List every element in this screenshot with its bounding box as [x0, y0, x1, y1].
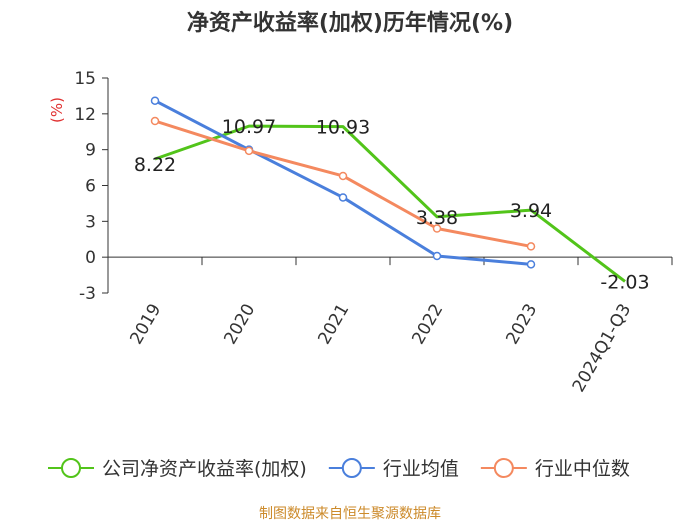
y-axis-unit: (%): [48, 97, 66, 123]
data-labels: 8.22 10.97 10.93 3.38 3.94 -2.03: [134, 116, 650, 293]
legend-label: 行业中位数: [535, 458, 630, 480]
legend-marker: [493, 458, 514, 478]
legend-label: 公司净资产收益率(加权): [102, 458, 307, 480]
legend: 公司净资产收益率(加权) 行业均值 行业中位数: [48, 458, 630, 480]
series-lines: [150, 96, 626, 283]
x-tick-label: 2022: [408, 301, 447, 348]
legend-marker: [341, 458, 362, 478]
series-point: [432, 251, 442, 261]
series-point: [432, 224, 442, 233]
y-tick-label: 12: [74, 105, 96, 125]
series-point: [150, 96, 160, 105]
legend-label: 行业均值: [383, 458, 459, 480]
series-point: [338, 171, 348, 181]
series-point: [526, 260, 536, 269]
data-label: 8.22: [134, 154, 176, 176]
series-line: [154, 119, 532, 248]
y-tick-label: 9: [85, 141, 96, 161]
x-tick-label: 2024Q1-Q3: [569, 301, 636, 396]
y-tick-label: 3: [85, 212, 96, 232]
data-label: 3.38: [416, 207, 458, 229]
source-note: 制图数据来自恒生聚源数据库: [259, 506, 441, 522]
series-point: [244, 146, 254, 156]
legend-marker: [61, 458, 81, 478]
series-point: [338, 193, 348, 202]
y-tick-label: -3: [79, 284, 96, 304]
y-tick-label: 6: [85, 177, 96, 197]
chart-title: 净资产收益率(加权)历年情况(%): [187, 10, 513, 36]
y-tick-label: 15: [74, 69, 96, 89]
series-line: [154, 124, 626, 283]
data-label: 10.93: [316, 117, 370, 139]
y-tick-label: 0: [85, 248, 96, 268]
data-label: 3.94: [510, 200, 552, 222]
x-tick-label: 2020: [220, 301, 259, 348]
data-label: -2.03: [600, 271, 649, 293]
x-tick-label: 2021: [314, 301, 353, 348]
series-point: [150, 116, 160, 126]
series-point: [526, 242, 536, 251]
data-label: 10.97: [222, 116, 276, 138]
axes: -3 0 3 6 9 12 15 2019 2020 2021 2022 2023 2024Q1-Q3: [74, 69, 673, 396]
x-tick-label: 2023: [502, 301, 541, 348]
x-tick-label: 2019: [126, 301, 165, 348]
